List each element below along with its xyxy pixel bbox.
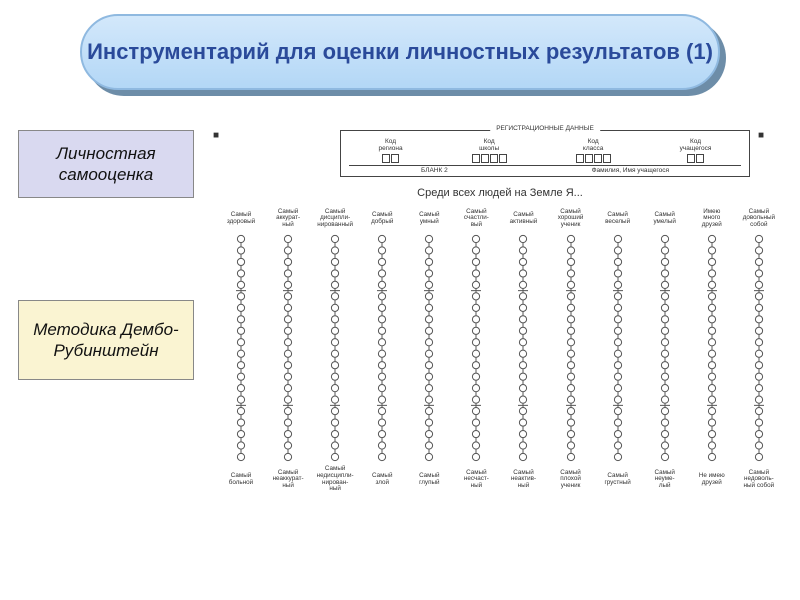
scale-label-bottom: Самый неактив- ный [511, 463, 536, 497]
form-area: РЕГИСТРАЦИОННЫЕ ДАННЫЕ Код регионаКод шк… [220, 130, 780, 497]
scale-label-bottom: Самый несчаст- ный [464, 463, 489, 497]
scale-column: Имею много друзей Не имею друзей [691, 205, 733, 497]
scale-label-top: Самый счастли- вый [464, 205, 489, 233]
registration-bottom: БЛАНК 2 Фамилия, Имя учащегося [349, 165, 741, 174]
scale-label-top: Самый здоровый [227, 205, 255, 233]
reg-item: Код региона [379, 139, 403, 163]
scale-label-bottom: Самый грустный [604, 463, 630, 497]
registration-row: Код региона Код школы Код класса Код учащег… [349, 139, 741, 163]
chart-subtitle: Среди всех людей на Земле Я... [220, 187, 780, 199]
title-box: Инструментарий для оценки личностных рез… [80, 14, 720, 90]
scale-label-bottom: Самый недисципли- нирован- ный [317, 463, 354, 497]
scales-container: Самый здоровый Самый больной Самый аккурат… [220, 205, 780, 497]
scale-label-bottom: Самый неуме- лый [654, 463, 675, 497]
scale-label-bottom: Самый злой [372, 463, 393, 497]
reg-item: Код учащегося [680, 139, 712, 163]
scale-label-top: Самый довольный собой [743, 205, 775, 233]
scale-label-bottom: Самый плохой ученик [560, 463, 581, 497]
scale-label-top: Самый аккурат- ный [276, 205, 300, 233]
name-label: Фамилия, Имя учащегося [592, 167, 669, 174]
scale-column: Самый аккурат- ный Самый неаккурат- ный [267, 205, 309, 497]
scale-label-bottom: Самый больной [229, 463, 253, 497]
scale-column: Самый довольный собой Самый недоволь- ный… [738, 205, 780, 497]
scale-column: Самый умелый Самый неуме- лый [644, 205, 686, 497]
scale-column: Самый дисципли- нированный Самый недисцип… [314, 205, 356, 497]
scale-column: Самый веселый Самый грустный [597, 205, 639, 497]
scale-label-bottom: Не имею друзей [699, 463, 725, 497]
title-banner: Инструментарий для оценки личностных рез… [80, 14, 720, 90]
scale-label-top: Самый веселый [605, 205, 630, 233]
scale-label-top: Самый умелый [653, 205, 675, 233]
dot-left: ■ [213, 130, 219, 141]
scale-label-top: Самый хороший ученик [558, 205, 584, 233]
label-self-evaluation: Личностная самооценка [18, 130, 194, 198]
scale-label-bottom: Самый недоволь- ный собой [744, 463, 775, 497]
scale-label-top: Самый дисципли- нированный [317, 205, 353, 233]
scale-column: Самый здоровый Самый больной [220, 205, 262, 497]
scale-label-bottom: Самый глупый [419, 463, 440, 497]
registration-header: РЕГИСТРАЦИОННЫЕ ДАННЫЕ [490, 125, 600, 132]
label-methodology: Методика Дембо-Рубинштейн [18, 300, 194, 380]
title-text: Инструментарий для оценки личностных рез… [87, 39, 713, 65]
scale-column: Самый хороший ученик Самый плохой ученик [550, 205, 592, 497]
scale-column: Самый счастли- вый Самый несчаст- ный [455, 205, 497, 497]
scale-label-top: Самый активный [510, 205, 538, 233]
scale-column: Самый умный Самый глупый [408, 205, 450, 497]
scale-column: Самый активный Самый неактив- ный [502, 205, 544, 497]
scale-label-top: Имею много друзей [702, 205, 722, 233]
scale-label-top: Самый добрый [371, 205, 393, 233]
reg-item: Код школы [472, 139, 507, 163]
scale-label-bottom: Самый неаккурат- ный [273, 463, 304, 497]
label-methodology-text: Методика Дембо-Рубинштейн [19, 319, 193, 362]
scale-label-top: Самый умный [419, 205, 440, 233]
scale-column: Самый добрый Самый злой [361, 205, 403, 497]
registration-panel: РЕГИСТРАЦИОННЫЕ ДАННЫЕ Код регионаКод шк… [340, 130, 750, 177]
reg-item: Код класса [576, 139, 611, 163]
blank-label: БЛАНК 2 [421, 167, 448, 174]
label-self-evaluation-text: Личностная самооценка [19, 143, 193, 186]
